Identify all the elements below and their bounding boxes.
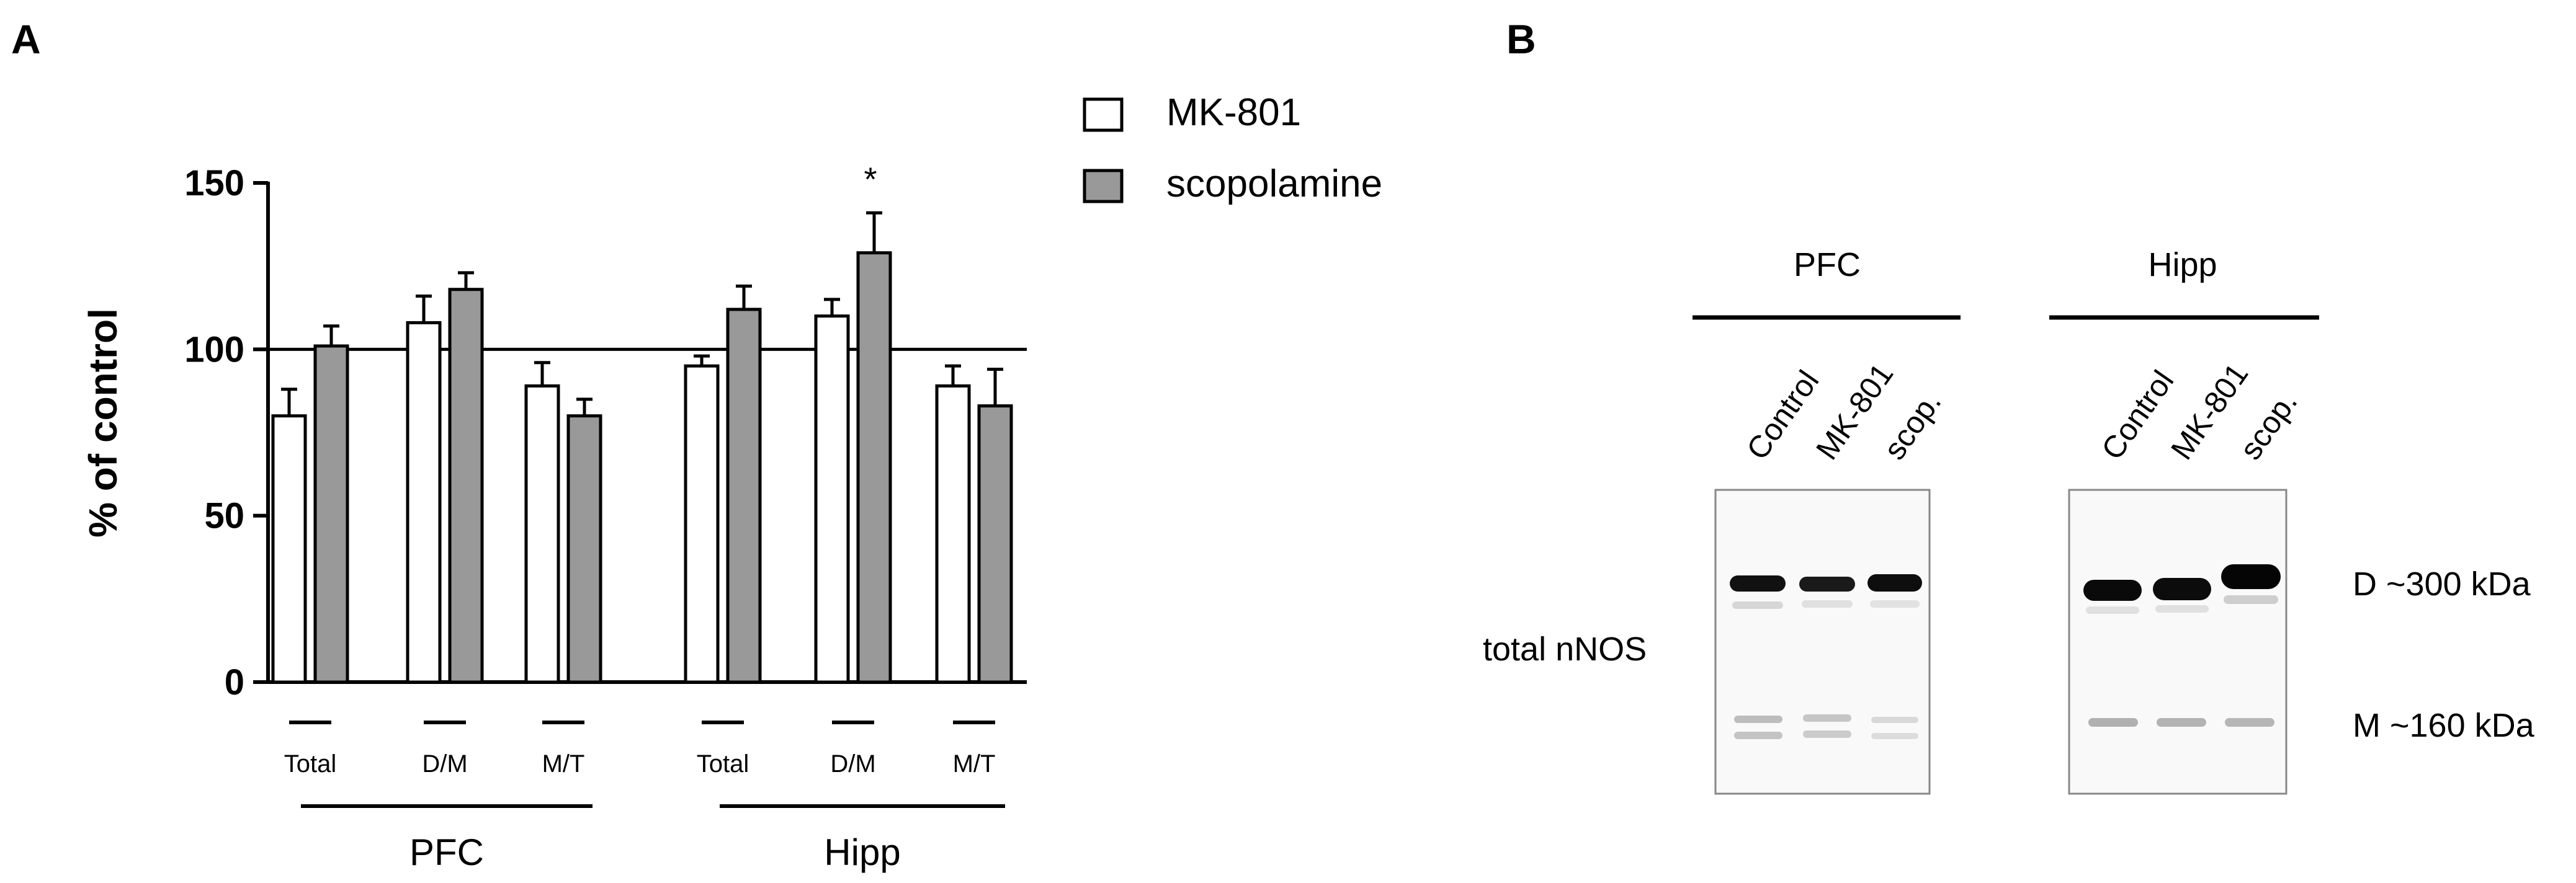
band-hipp-scop-d (2221, 564, 2281, 589)
panel-a-label: A (11, 16, 41, 62)
bar-mk801 (406, 321, 442, 684)
category-label: D/M (422, 750, 467, 778)
bar-mk801 (524, 384, 560, 684)
band-hipp-control-d (2083, 580, 2142, 601)
band-pfc-mk801-m (1803, 714, 1851, 722)
bar-scopolamine (313, 344, 349, 684)
lane-label: scop. (1877, 385, 1948, 466)
blot-membrane-pfc (1714, 489, 1931, 795)
y-tick-label: 50 (204, 496, 244, 536)
blot-row-label: total nNOS (1483, 631, 1647, 668)
bar-mk801 (814, 314, 850, 684)
band-pfc-control-m (1734, 716, 1782, 723)
legend-label: scopolamine (1166, 162, 1382, 205)
band-pfc-mk801-m2 (1803, 730, 1851, 738)
bar-mk801 (271, 414, 307, 684)
x-axis: Total D/M M/T PFC Total D/M M/T Hipp (284, 721, 1005, 873)
band-hipp-control-smear (2086, 606, 2139, 614)
band-hipp-control-m (2088, 718, 2138, 727)
band-label-monomer: M ~160 kDa (2353, 707, 2535, 744)
legend-label: MK-801 (1166, 91, 1301, 134)
category-label: M/T (953, 750, 996, 778)
bar-mk801 (935, 384, 971, 684)
band-pfc-scop-m2 (1871, 733, 1918, 739)
blot-group-label-pfc: PFC (1794, 246, 1861, 283)
band-pfc-scop-smear (1870, 600, 1920, 608)
bar-scopolamine (448, 288, 484, 684)
y-axis: 0 50 100 150 (184, 163, 1027, 703)
band-label-dimer: D ~300 kDa (2353, 566, 2531, 603)
band-pfc-control-smear (1732, 601, 1783, 609)
y-axis-label: % of control (81, 308, 125, 538)
group-label: PFC (409, 832, 484, 873)
lane-label: Control (2095, 364, 2180, 466)
band-pfc-mk801-smear (1802, 600, 1853, 608)
bar-scopolamine (977, 404, 1013, 684)
group-label: Hipp (824, 832, 900, 873)
category-label: Total (697, 750, 749, 778)
band-pfc-control-d (1730, 575, 1786, 592)
blot-membrane-hipp (2068, 489, 2288, 795)
category-label: M/T (542, 750, 585, 778)
bar-mk801 (684, 364, 720, 684)
band-pfc-control-m2 (1734, 732, 1782, 739)
band-hipp-scop-m (2225, 718, 2274, 727)
lane-label: Control (1740, 364, 1825, 466)
category-label: D/M (830, 750, 875, 778)
y-tick-label: 0 (225, 662, 244, 703)
category-label: Total (284, 750, 337, 778)
band-hipp-mk801-d (2153, 578, 2211, 600)
band-pfc-scop-d (1867, 574, 1922, 592)
lane-label: scop. (2233, 385, 2304, 466)
legend: MK-801 scopolamine (1083, 91, 1382, 205)
band-pfc-mk801-d (1799, 577, 1855, 592)
band-hipp-mk801-smear (2155, 605, 2209, 613)
bar-scopolamine (566, 414, 602, 684)
bar-scopolamine (726, 308, 762, 684)
panel-b-label: B (1506, 16, 1536, 62)
band-pfc-scop-m (1871, 717, 1918, 723)
bars: * (271, 161, 1013, 684)
bar-scopolamine (856, 251, 892, 684)
legend-swatch (1083, 169, 1124, 203)
y-tick-label: 100 (184, 329, 244, 370)
blot-group-label-hipp: Hipp (2148, 246, 2217, 283)
band-hipp-scop-smear (2224, 595, 2278, 604)
significance-marker: * (864, 161, 877, 198)
legend-swatch (1083, 97, 1124, 132)
y-tick-label: 150 (184, 163, 244, 203)
band-hipp-mk801-m (2157, 718, 2206, 727)
